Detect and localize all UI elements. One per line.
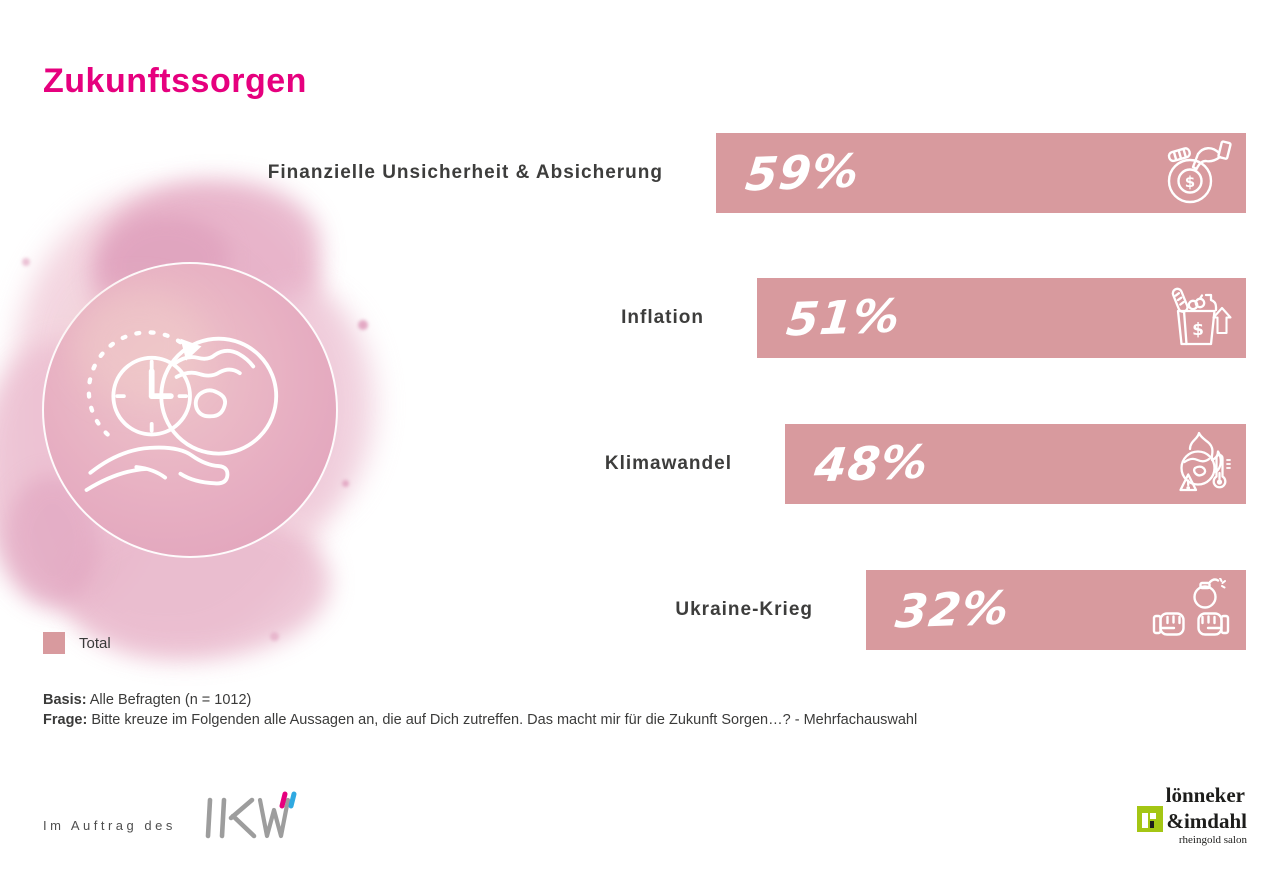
basis-text: Alle Befragten (n = 1012) xyxy=(86,692,252,708)
war-bomb-fists-icon xyxy=(1150,578,1232,642)
basis-label: Basis: xyxy=(43,692,87,708)
bar: 59% $ xyxy=(716,133,1246,213)
groceries-price-up-icon: $ xyxy=(1166,286,1232,350)
agency-name-line1: lönneker xyxy=(1165,783,1245,807)
bar: 51% $ xyxy=(757,278,1246,358)
agency-name-line2: &imdahl xyxy=(1166,809,1247,833)
basis-line: Basis: Alle Befragten (n = 1012) xyxy=(43,690,917,710)
bar: 48% xyxy=(785,424,1246,504)
ikw-logo xyxy=(200,790,300,849)
commission-text: Im Auftrag des xyxy=(43,818,176,833)
value-label: 59% xyxy=(742,143,863,202)
page-title: Zukunftssorgen xyxy=(43,62,307,100)
bar: 32% xyxy=(866,570,1246,650)
agency-name-line3: rheingold salon xyxy=(1178,834,1247,846)
frage-line: Frage: Bitte kreuze im Folgenden alle Au… xyxy=(43,710,917,730)
category-label: Finanzielle Unsicherheit & Absicherung xyxy=(267,162,663,183)
legend: Total xyxy=(43,632,111,654)
category-label: Klimawandel xyxy=(604,453,732,474)
frage-text: Bitte kreuze im Folgenden alle Aussagen … xyxy=(87,712,918,728)
legend-swatch xyxy=(43,632,65,654)
value-label: 32% xyxy=(892,580,1013,639)
svg-text:$: $ xyxy=(1185,173,1195,191)
notes: Basis: Alle Befragten (n = 1012) Frage: … xyxy=(43,690,917,730)
frage-label: Frage: xyxy=(43,712,88,728)
agency-logo: lönneker &imdahl rheingold salon xyxy=(1137,784,1247,847)
bar-chart: Finanzielle Unsicherheit & Absicherung 5… xyxy=(267,133,1246,650)
money-bag-hand-icon: $ xyxy=(1162,140,1232,206)
svg-text:$: $ xyxy=(1192,320,1204,340)
category-label: Ukraine-Krieg xyxy=(675,599,813,620)
climate-globe-fire-icon xyxy=(1168,431,1232,497)
value-label: 51% xyxy=(783,288,904,347)
agency-green-mark-icon xyxy=(1137,806,1164,832)
value-label: 48% xyxy=(811,434,932,493)
legend-label: Total xyxy=(79,634,111,652)
category-label: Inflation xyxy=(621,307,704,328)
